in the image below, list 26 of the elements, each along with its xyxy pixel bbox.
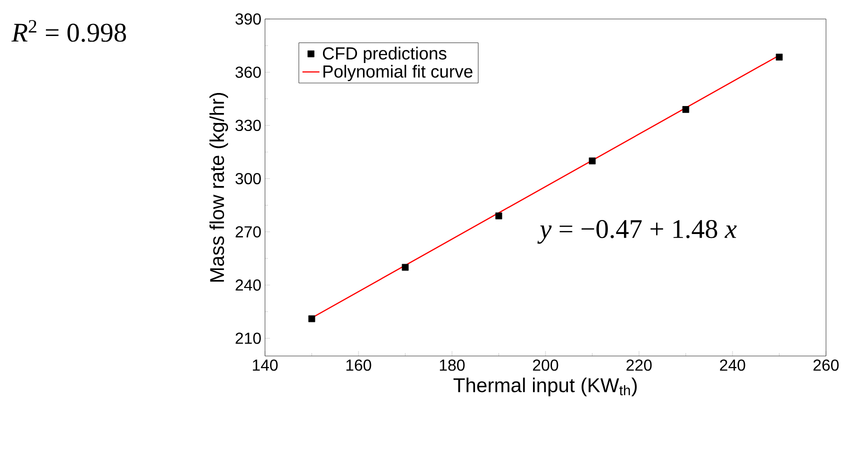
legend-label: CFD predictions <box>322 46 446 64</box>
x-tick-label: 160 <box>346 360 372 371</box>
x-tick-label: 240 <box>720 360 746 371</box>
x-tick-label: 220 <box>626 360 652 371</box>
y-tick-label: 270 <box>236 226 261 238</box>
y-tick-label: 390 <box>235 13 261 25</box>
x-axis-title: Thermal input (KW$_{th}$) <box>454 378 637 396</box>
point <box>495 212 502 220</box>
x-tick-label: 180 <box>440 360 465 371</box>
annotation: y = −0.47 + 1.48 x <box>537 220 737 244</box>
legend-label: Polynomial fit curve <box>323 64 472 82</box>
text: R$^{2}$ = 0.998 <box>11 20 126 42</box>
y-tick-label: 240 <box>236 279 261 291</box>
point <box>588 157 596 164</box>
point <box>776 54 783 61</box>
y-tick-label: 210 <box>236 332 261 344</box>
point <box>682 106 690 113</box>
x-tick-label: 260 <box>814 360 839 371</box>
y-tick-label: 360 <box>235 66 261 78</box>
y-tick-label: 330 <box>235 120 261 132</box>
point <box>402 264 409 271</box>
y-tick-label: 300 <box>235 172 261 184</box>
x-tick-label: 200 <box>533 360 558 371</box>
point <box>308 315 316 322</box>
y-axis-title: Mass flow rate (kg/hr) <box>209 92 228 282</box>
x-tick-label: 140 <box>252 360 278 371</box>
